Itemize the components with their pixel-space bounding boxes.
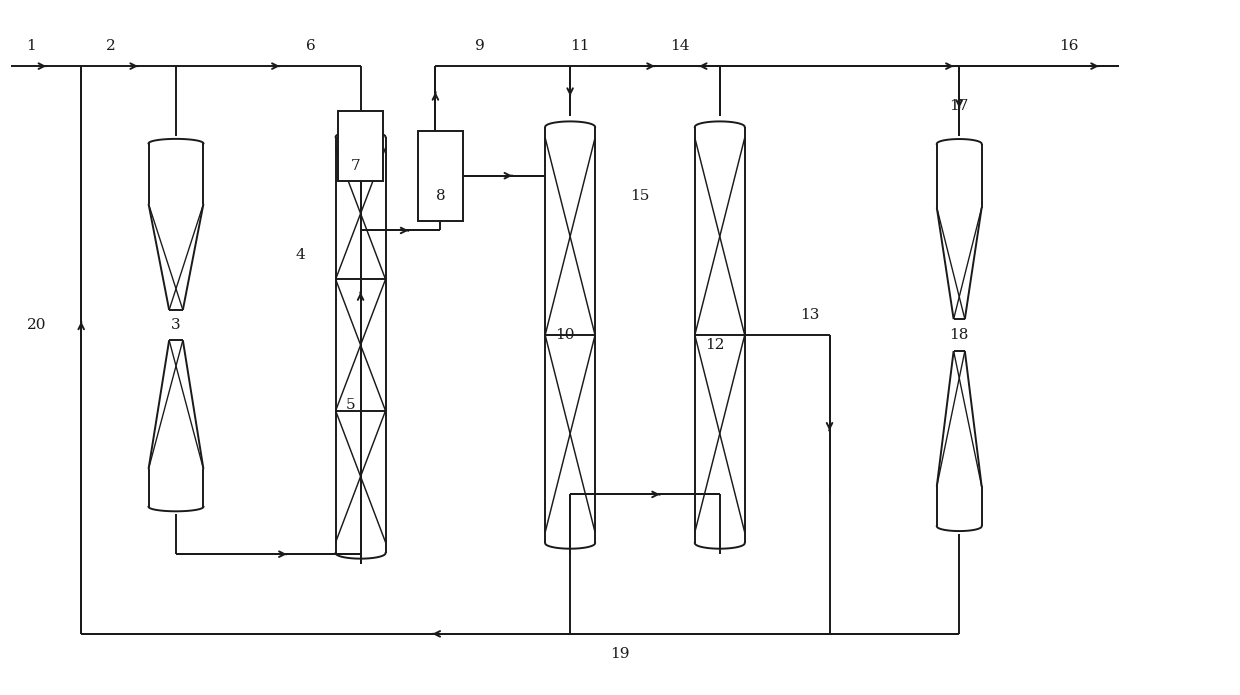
Text: 1: 1	[26, 39, 36, 54]
Text: 4: 4	[296, 248, 305, 263]
Text: 5: 5	[346, 398, 356, 411]
Text: 2: 2	[107, 39, 117, 54]
Bar	[339, 111, 383, 181]
Bar	[418, 131, 463, 220]
Text: 13: 13	[800, 308, 820, 322]
Text: 17: 17	[950, 99, 968, 113]
Text: 9: 9	[475, 39, 485, 54]
Text: 14: 14	[670, 39, 689, 54]
Text: 12: 12	[706, 338, 724, 352]
Text: 15: 15	[630, 188, 650, 203]
Text: 10: 10	[556, 328, 575, 342]
Text: 18: 18	[950, 328, 968, 342]
Text: 8: 8	[435, 188, 445, 203]
Text: 19: 19	[610, 647, 630, 661]
Text: 6: 6	[306, 39, 315, 54]
Text: 3: 3	[171, 318, 181, 332]
Text: 11: 11	[570, 39, 590, 54]
Text: 7: 7	[351, 158, 361, 173]
Text: 16: 16	[1059, 39, 1079, 54]
Text: 20: 20	[26, 318, 46, 332]
